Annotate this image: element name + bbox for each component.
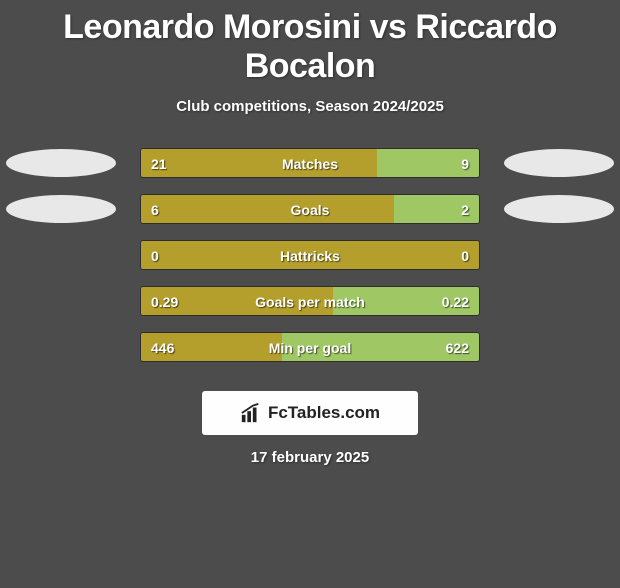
subtitle: Club competitions, Season 2024/2025 <box>0 98 620 115</box>
player-badge-right <box>504 195 614 223</box>
bar-segment-left <box>141 195 396 223</box>
stat-bar: 62Goals <box>140 194 480 224</box>
stat-value-right: 0 <box>451 241 479 270</box>
bar-segment-left <box>141 241 480 269</box>
stat-row: 0.290.22Goals per match <box>0 281 620 327</box>
stat-bar: 00Hattricks <box>140 240 480 270</box>
stat-row: 00Hattricks <box>0 235 620 281</box>
date-label: 17 february 2025 <box>0 449 620 466</box>
stat-bar: 446622Min per goal <box>140 332 480 362</box>
player-badge-left <box>6 195 116 223</box>
stat-row: 446622Min per goal <box>0 327 620 373</box>
bar-segment-left <box>141 149 379 177</box>
stat-value-right: 622 <box>436 333 479 362</box>
stat-row: 219Matches <box>0 143 620 189</box>
stat-bar: 219Matches <box>140 148 480 178</box>
stat-value-left: 6 <box>141 195 169 224</box>
stat-row: 62Goals <box>0 189 620 235</box>
bars-icon <box>240 402 262 424</box>
stat-value-left: 21 <box>141 149 177 178</box>
stat-bar: 0.290.22Goals per match <box>140 286 480 316</box>
logo-text: FcTables.com <box>268 403 380 423</box>
stat-value-right: 0.22 <box>432 287 479 316</box>
stat-value-right: 9 <box>451 149 479 178</box>
stats-container: 219Matches62Goals00Hattricks0.290.22Goal… <box>0 143 620 373</box>
stat-value-right: 2 <box>451 195 479 224</box>
stat-value-left: 0 <box>141 241 169 270</box>
player-badge-right <box>504 149 614 177</box>
source-logo: FcTables.com <box>202 391 418 435</box>
player-badge-left <box>6 149 116 177</box>
page-title: Leonardo Morosini vs Riccardo Bocalon <box>0 8 620 86</box>
stat-value-left: 446 <box>141 333 184 362</box>
stat-value-left: 0.29 <box>141 287 188 316</box>
